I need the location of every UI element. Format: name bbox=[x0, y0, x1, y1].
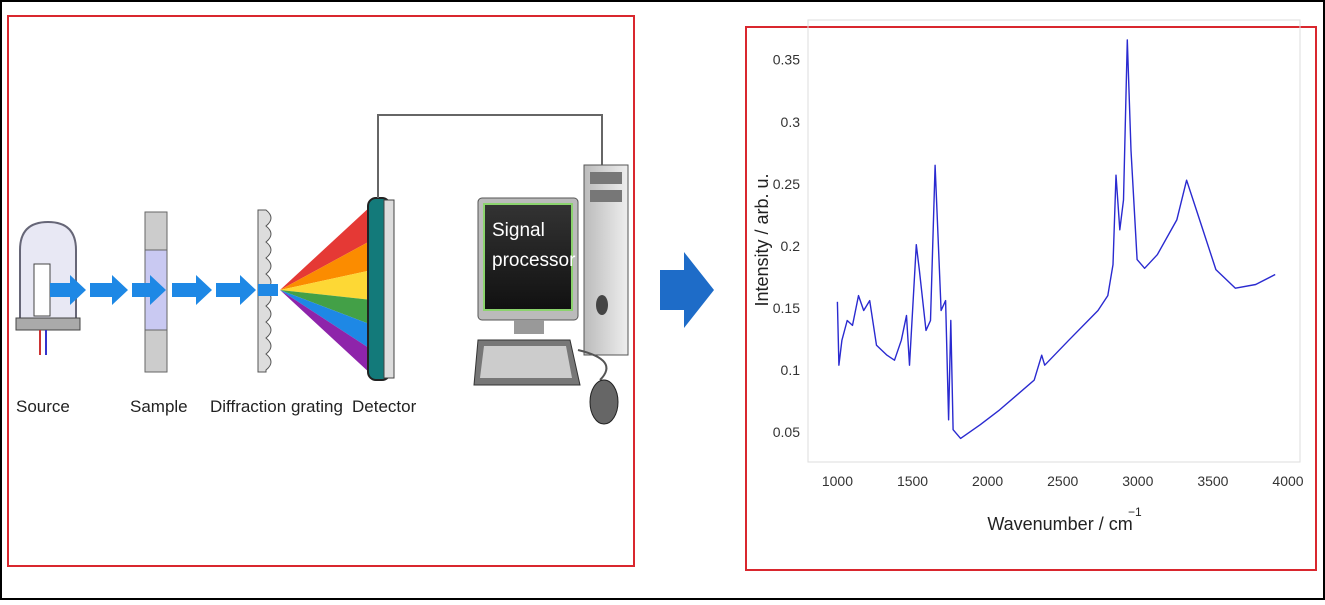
diagram-label: Sample bbox=[130, 397, 188, 416]
diagram-label: Detector bbox=[352, 397, 417, 416]
x-tick-label: 2500 bbox=[1047, 473, 1078, 489]
x-tick-label: 3000 bbox=[1122, 473, 1153, 489]
x-tick-label: 1000 bbox=[822, 473, 853, 489]
x-tick-label: 1500 bbox=[897, 473, 928, 489]
x-axis-label-exponent: −1 bbox=[1128, 505, 1142, 519]
y-axis-label: Intensity / arb. u. bbox=[752, 173, 772, 306]
y-tick-label: 0.15 bbox=[773, 300, 800, 316]
diagram-label: Source bbox=[16, 397, 70, 416]
y-tick-label: 0.3 bbox=[781, 114, 801, 130]
y-tick-label: 0.35 bbox=[773, 52, 800, 68]
x-tick-label: 2000 bbox=[972, 473, 1003, 489]
x-axis-label: Wavenumber / cm bbox=[987, 514, 1132, 534]
y-tick-label: 0.25 bbox=[773, 176, 800, 192]
x-tick-label: 3500 bbox=[1197, 473, 1228, 489]
y-tick-label: 0.2 bbox=[781, 238, 801, 254]
screen-text: Signal bbox=[492, 220, 545, 241]
y-tick-label: 0.1 bbox=[781, 362, 801, 378]
x-tick-label: 4000 bbox=[1272, 473, 1303, 489]
figure: Source Sample Diffraction grating Detect… bbox=[0, 0, 1325, 600]
screen-text: processor bbox=[492, 250, 576, 271]
y-tick-label: 0.05 bbox=[773, 424, 800, 440]
diagram-label: Diffraction grating bbox=[210, 397, 343, 416]
